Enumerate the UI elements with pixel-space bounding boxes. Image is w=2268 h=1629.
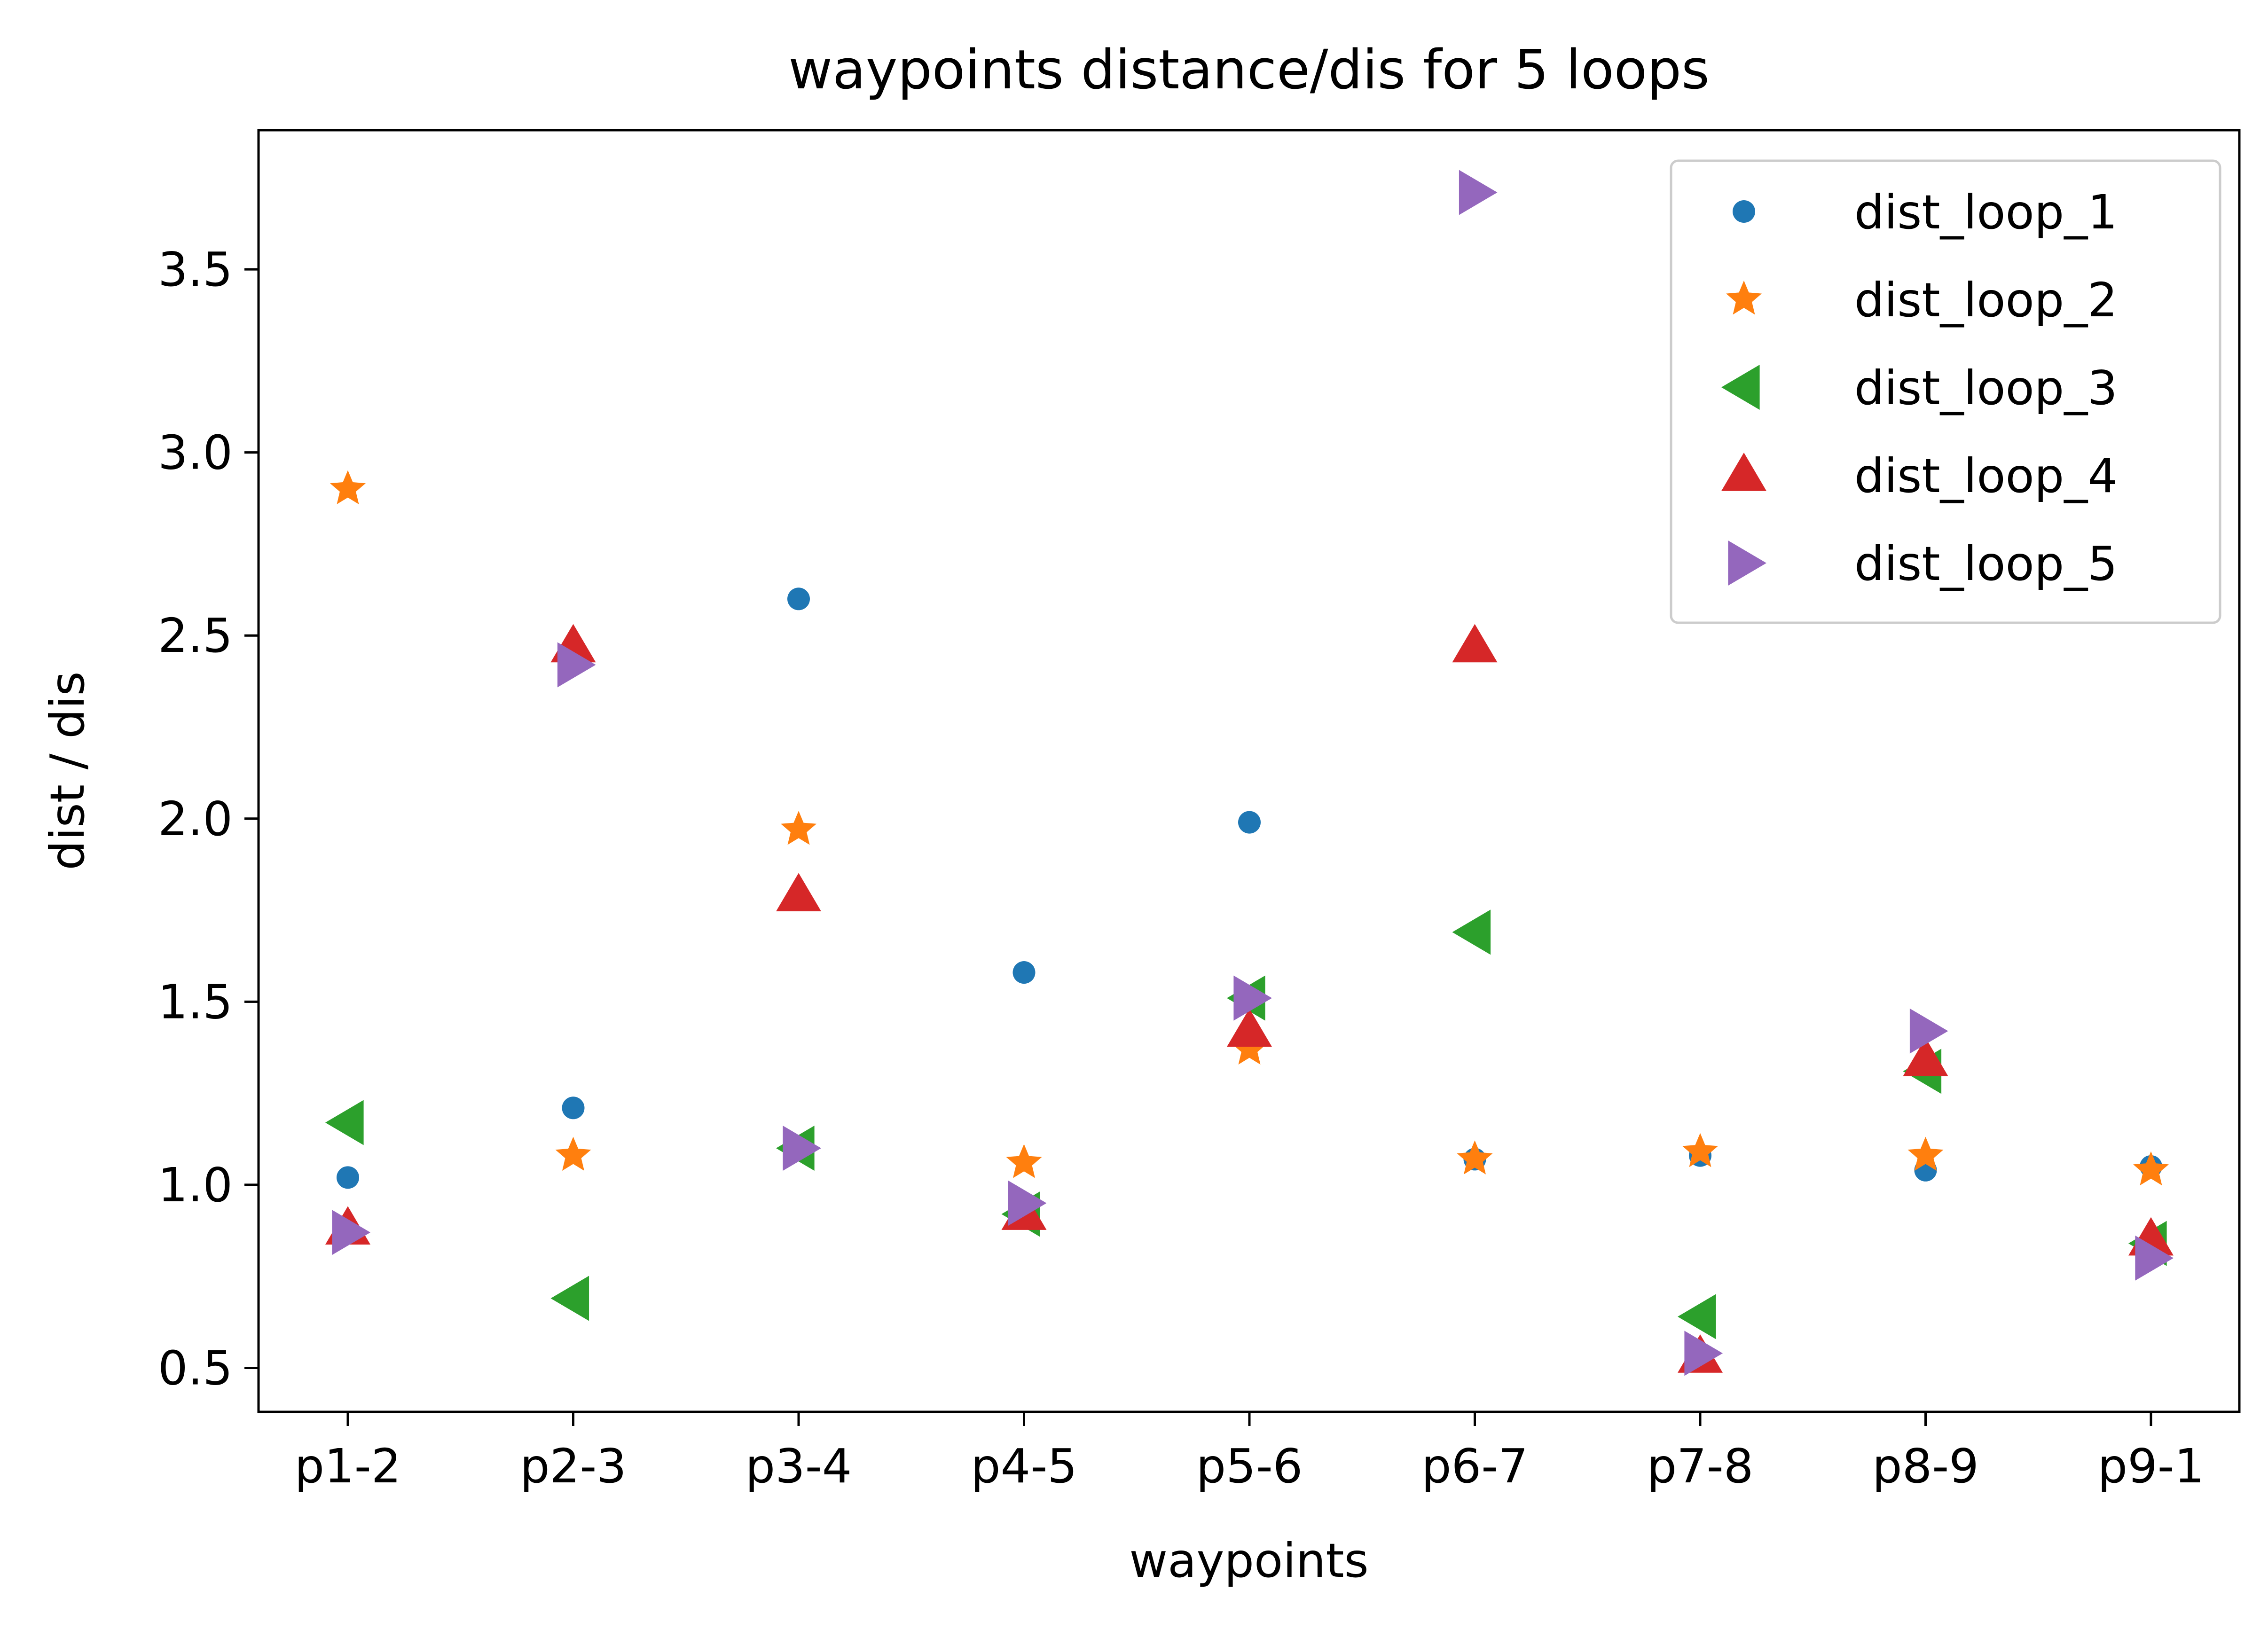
x-tick-label: p1-2 [295,1439,401,1494]
y-tick-label: 2.0 [158,791,233,846]
data-point [337,1166,359,1189]
legend-marker [1733,200,1755,223]
legend-marker [1721,453,1766,491]
legend-marker [1728,540,1766,586]
data-point [557,642,596,688]
data-point [1678,1294,1716,1339]
y-tick-label: 0.5 [158,1341,233,1396]
data-point [555,1136,591,1171]
data-point [1907,1136,1944,1171]
legend-label: dist_loop_2 [1854,273,2118,328]
data-point [2135,1235,2174,1281]
x-tick-label: p8-9 [1872,1439,1979,1494]
legend: dist_loop_1 dist_loop_2 dist_loop_3 dist_lo… [1670,159,2221,624]
data-point [332,1210,370,1255]
legend-label: dist_loop_4 [1854,448,2118,503]
data-point [1232,1030,1267,1065]
legend-label: dist_loop_1 [1854,185,2118,240]
data-point [1459,170,1498,215]
data-point [1452,909,1491,955]
data-point [1457,1140,1493,1175]
data-point [1012,961,1036,984]
y-axis-label: dist / dis [40,671,95,870]
data-point [1238,811,1261,834]
series-dist_loop_2 [330,470,2169,1186]
x-tick-label: p3-4 [746,1439,852,1494]
data-point [1233,975,1272,1021]
legend-label: dist_loop_5 [1854,536,2118,591]
y-tick-label: 2.5 [158,608,233,663]
x-axis: p1-2 p2-3 p3-4 p4-5 p5-6 p6-7 p7-8 p8-9 p9-1 [295,1412,2205,1494]
series-dist_loop_5 [332,170,2174,1376]
data-point [325,1100,364,1145]
data-point [2133,1151,2169,1186]
data-point [776,873,821,912]
data-point [1008,1180,1047,1226]
chart-title: waypoints distance/dis for 5 loops [788,39,1710,102]
x-tick-label: p4-5 [971,1439,1077,1494]
data-point [787,587,810,611]
data-point [1684,1331,1723,1376]
y-tick-label: 1.0 [158,1158,233,1213]
y-tick-label: 3.0 [158,425,233,480]
legend-marker [1721,365,1760,410]
data-point [1903,1038,1948,1076]
x-tick-label: p2-3 [520,1439,627,1494]
x-tick-label: p7-8 [1647,1439,1754,1494]
data-point [783,1126,821,1171]
legend-marker [1726,281,1762,315]
data-point [550,1276,589,1321]
data-point [1682,1133,1718,1167]
data-point [1006,1144,1042,1178]
legend-box [1670,159,2221,624]
data-point [330,470,366,504]
x-tick-label: p6-7 [1421,1439,1528,1494]
data-point [562,1096,585,1120]
x-tick-label: p9-1 [2098,1439,2205,1494]
data-point [1227,1008,1272,1047]
x-axis-label: waypoints [1129,1533,1368,1588]
data-point [1909,1008,1948,1054]
data-point [781,811,816,845]
y-tick-label: 1.5 [158,974,233,1029]
y-tick-label: 3.5 [158,242,233,297]
y-axis: 0.5 1.0 1.5 2.0 2.5 3.0 3.5 [158,242,259,1396]
x-tick-label: p5-6 [1196,1439,1303,1494]
data-markers [325,170,2174,1376]
legend-label: dist_loop_3 [1854,360,2118,415]
data-point [1452,624,1498,663]
